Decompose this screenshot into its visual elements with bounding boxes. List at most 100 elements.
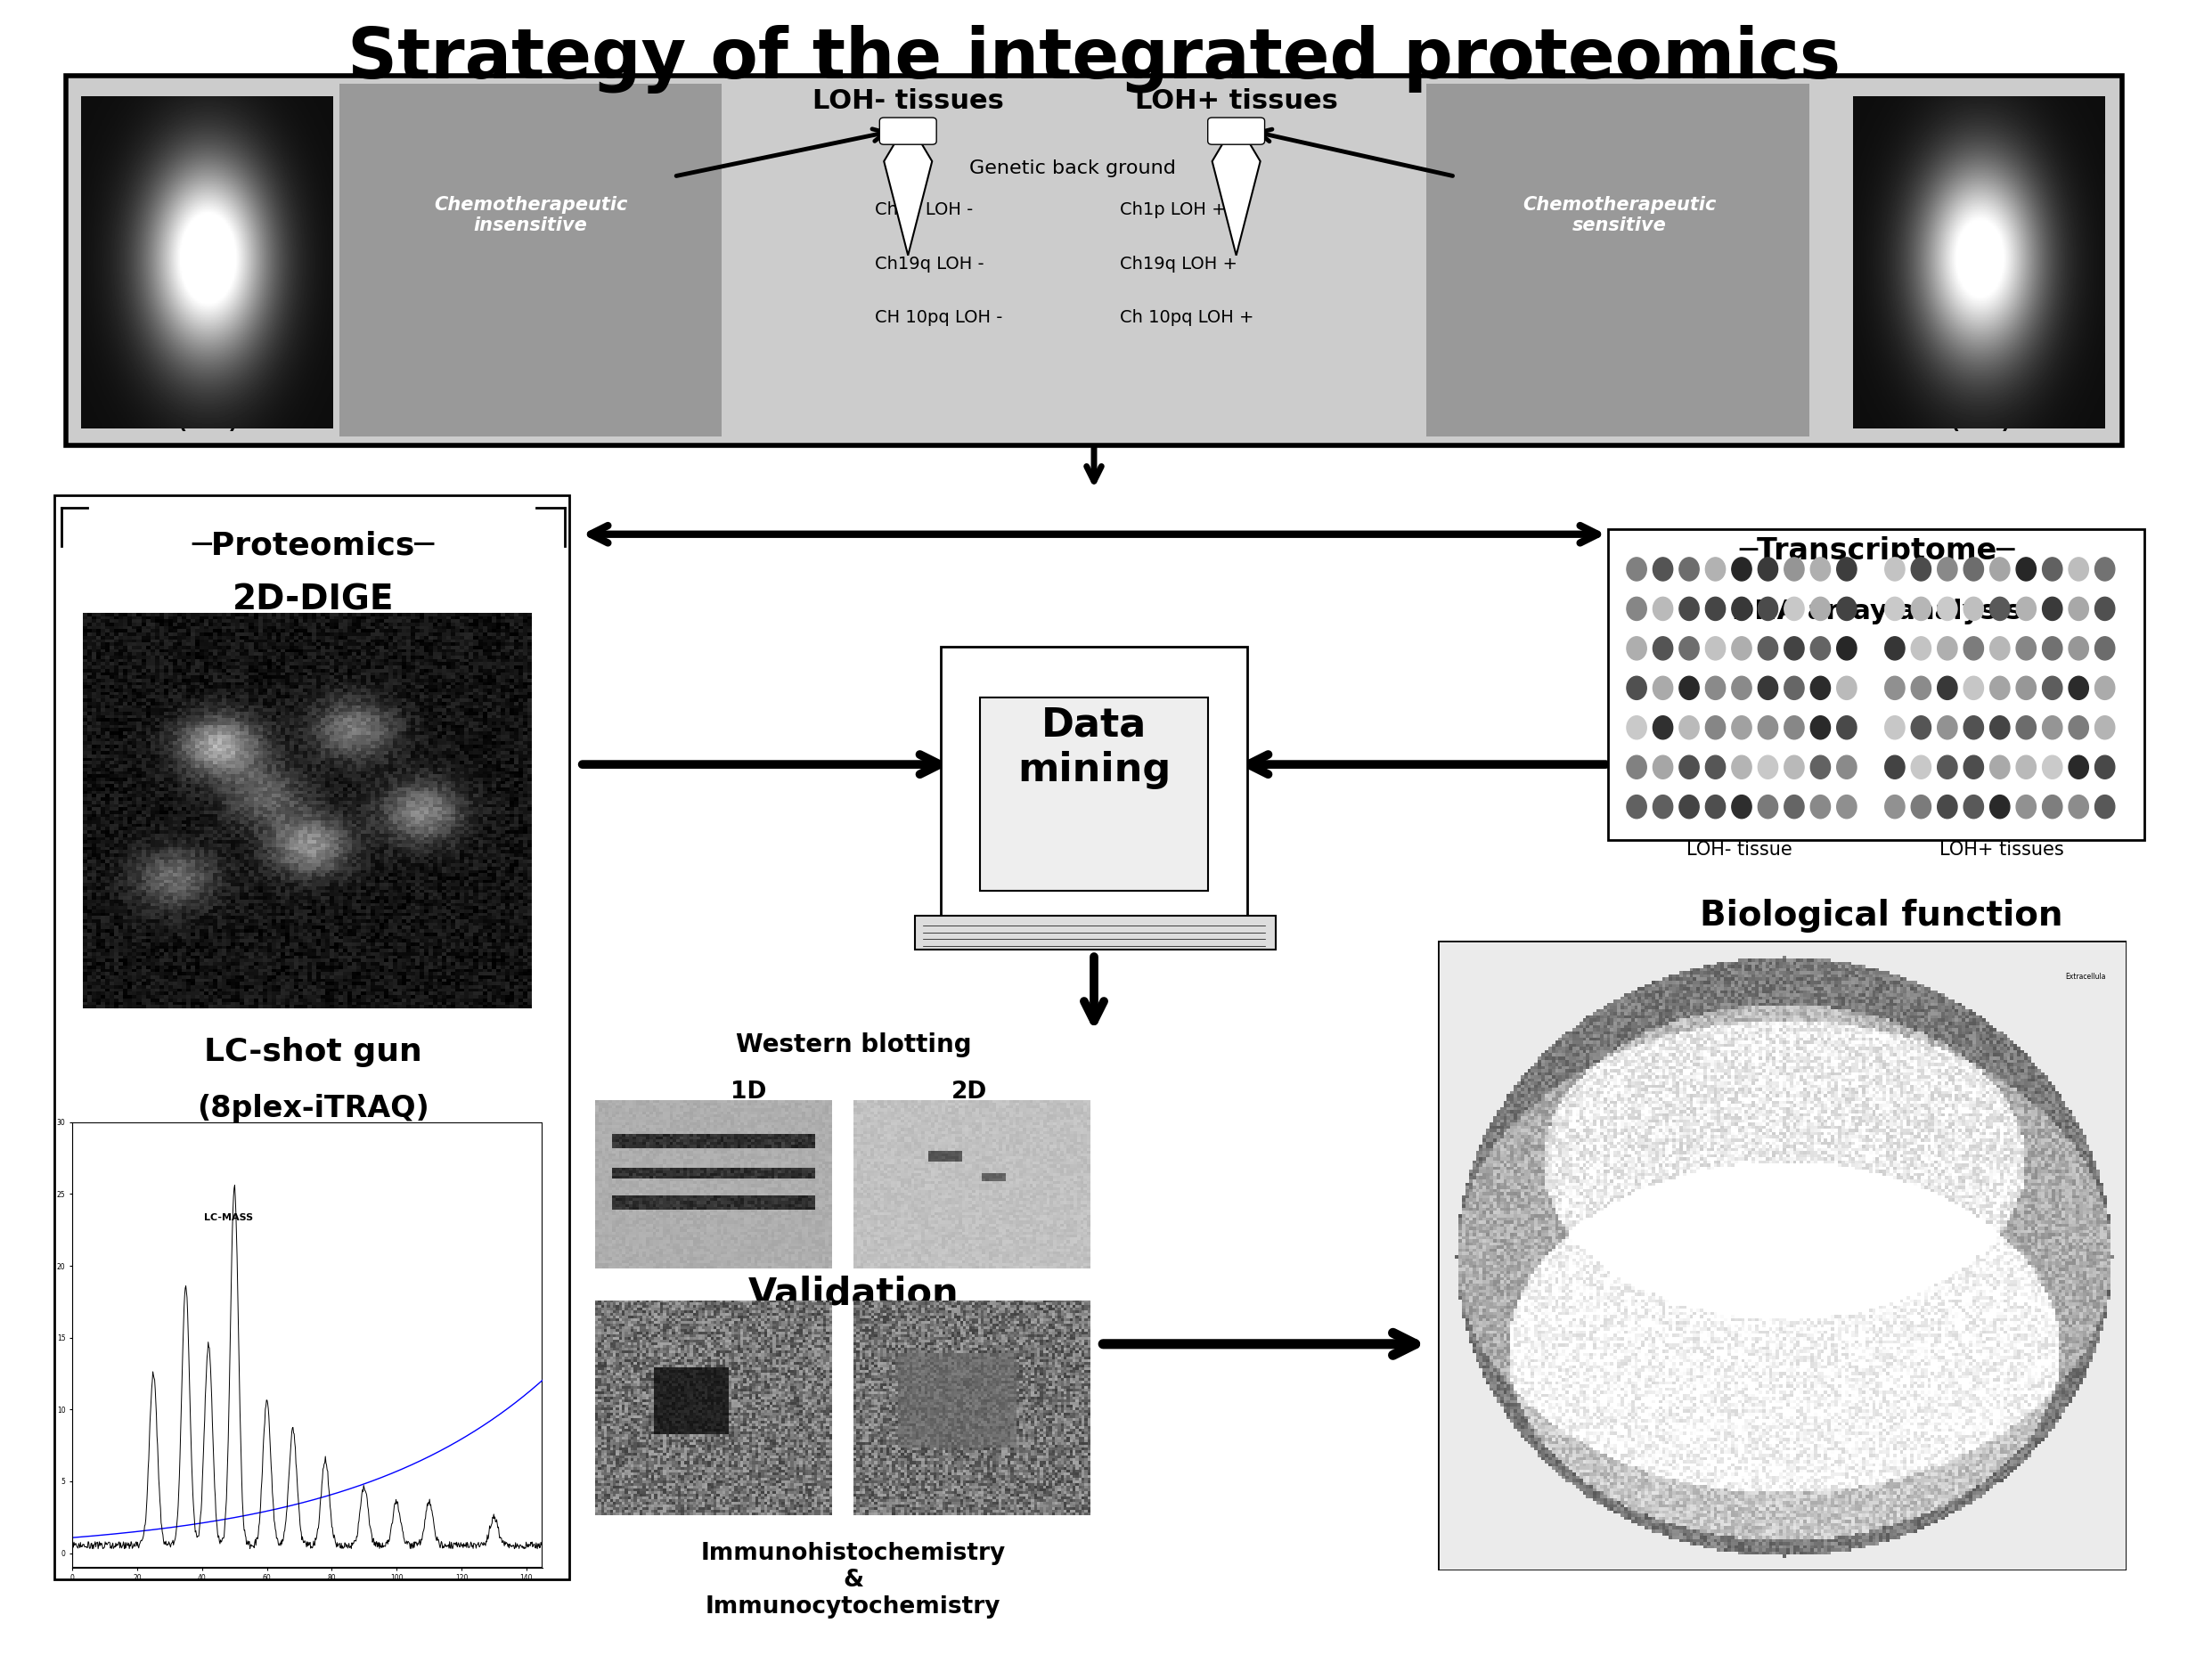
Circle shape: [1910, 795, 1932, 818]
Text: Ch19q LOH +: Ch19q LOH +: [1120, 255, 1238, 272]
Circle shape: [1731, 637, 1753, 660]
Circle shape: [1884, 716, 1906, 739]
Circle shape: [1836, 677, 1858, 699]
Text: LOH- tissues: LOH- tissues: [812, 87, 1004, 114]
FancyBboxPatch shape: [1208, 118, 1265, 144]
Circle shape: [1910, 677, 1932, 699]
Text: Data
mining: Data mining: [1017, 706, 1171, 790]
Circle shape: [1626, 677, 1648, 699]
Circle shape: [1704, 716, 1726, 739]
Circle shape: [1936, 596, 1958, 620]
Circle shape: [2041, 756, 2063, 780]
Circle shape: [1652, 795, 1674, 818]
Circle shape: [1936, 716, 1958, 739]
Text: Ch1p LOH -: Ch1p LOH -: [875, 202, 974, 218]
Circle shape: [2094, 637, 2116, 660]
Circle shape: [1989, 558, 2011, 581]
Circle shape: [1809, 596, 1831, 620]
Bar: [72, 1122, 543, 1567]
Circle shape: [1989, 637, 2011, 660]
Text: Genetic back ground: Genetic back ground: [969, 160, 1175, 176]
Circle shape: [1910, 716, 1932, 739]
Text: LC-MASS: LC-MASS: [203, 1213, 254, 1221]
Circle shape: [2041, 677, 2063, 699]
Circle shape: [1963, 756, 1985, 780]
Circle shape: [1731, 795, 1753, 818]
Circle shape: [1704, 596, 1726, 620]
Circle shape: [1731, 677, 1753, 699]
Circle shape: [1704, 756, 1726, 780]
Circle shape: [2094, 596, 2116, 620]
FancyBboxPatch shape: [880, 118, 936, 144]
Circle shape: [2041, 795, 2063, 818]
Circle shape: [1783, 558, 1805, 581]
Circle shape: [1757, 677, 1779, 699]
Circle shape: [1809, 677, 1831, 699]
Text: LC-shot gun: LC-shot gun: [203, 1037, 422, 1067]
Circle shape: [1809, 795, 1831, 818]
Circle shape: [1936, 756, 1958, 780]
Circle shape: [1809, 637, 1831, 660]
Circle shape: [1963, 596, 1985, 620]
Text: (MRI): (MRI): [177, 415, 238, 432]
Circle shape: [1731, 716, 1753, 739]
Text: ─Proteomics─: ─Proteomics─: [193, 531, 433, 561]
Text: Validation: Validation: [748, 1275, 958, 1312]
Circle shape: [1652, 677, 1674, 699]
Circle shape: [1652, 558, 1674, 581]
FancyBboxPatch shape: [339, 84, 722, 437]
Text: Ch19q LOH -: Ch19q LOH -: [875, 255, 985, 272]
Circle shape: [1910, 756, 1932, 780]
Circle shape: [2068, 716, 2090, 739]
Circle shape: [2041, 637, 2063, 660]
Circle shape: [1963, 716, 1985, 739]
Circle shape: [1626, 596, 1648, 620]
FancyBboxPatch shape: [941, 647, 1247, 924]
Text: Western blotting: Western blotting: [735, 1033, 971, 1057]
Circle shape: [1836, 716, 1858, 739]
Circle shape: [2068, 677, 2090, 699]
Circle shape: [1731, 596, 1753, 620]
Text: CH 10pq LOH -: CH 10pq LOH -: [875, 309, 1002, 326]
Circle shape: [1989, 756, 2011, 780]
Text: (MRI): (MRI): [1950, 415, 2011, 432]
Text: 2D: 2D: [952, 1080, 987, 1104]
Circle shape: [1704, 558, 1726, 581]
Circle shape: [1626, 756, 1648, 780]
Circle shape: [2041, 558, 2063, 581]
Circle shape: [1757, 637, 1779, 660]
Circle shape: [2041, 596, 2063, 620]
Circle shape: [1783, 756, 1805, 780]
Polygon shape: [884, 121, 932, 255]
Text: Chemotherapeutic
insensitive: Chemotherapeutic insensitive: [433, 197, 628, 234]
Circle shape: [2094, 795, 2116, 818]
Circle shape: [2094, 716, 2116, 739]
Circle shape: [1757, 756, 1779, 780]
Circle shape: [1731, 756, 1753, 780]
Circle shape: [1910, 558, 1932, 581]
Bar: [1438, 941, 2127, 1571]
Circle shape: [1652, 756, 1674, 780]
Text: (8plex-iTRAQ): (8plex-iTRAQ): [197, 1094, 429, 1124]
Circle shape: [1989, 677, 2011, 699]
Circle shape: [1936, 795, 1958, 818]
Text: Immunohistochemistry
&
Immunocytochemistry: Immunohistochemistry & Immunocytochemist…: [700, 1542, 1006, 1620]
Circle shape: [1783, 637, 1805, 660]
Circle shape: [1884, 795, 1906, 818]
Circle shape: [1936, 637, 1958, 660]
Text: Ch 10pq LOH +: Ch 10pq LOH +: [1120, 309, 1254, 326]
Text: 1D: 1D: [731, 1080, 766, 1104]
FancyBboxPatch shape: [55, 496, 569, 1579]
Circle shape: [2015, 716, 2037, 739]
Circle shape: [1836, 637, 1858, 660]
Circle shape: [1704, 677, 1726, 699]
Text: Chemotherapeutic
sensitive: Chemotherapeutic sensitive: [1523, 197, 1715, 234]
Circle shape: [2094, 677, 2116, 699]
Circle shape: [1809, 716, 1831, 739]
Circle shape: [1989, 716, 2011, 739]
Circle shape: [1678, 596, 1700, 620]
Circle shape: [2015, 795, 2037, 818]
Text: Biological function: Biological function: [1700, 899, 2063, 932]
Circle shape: [1836, 596, 1858, 620]
Circle shape: [2068, 795, 2090, 818]
